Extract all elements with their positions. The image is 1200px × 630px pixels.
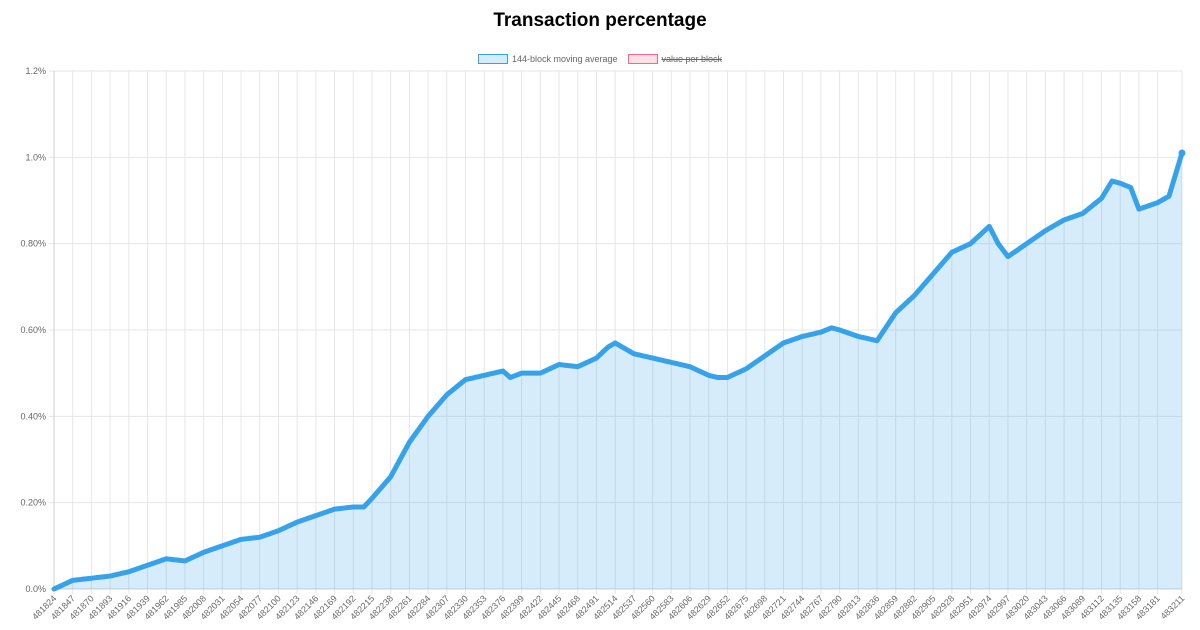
x-tick-label: 483211 (1159, 593, 1187, 621)
y-tick-label: 0.80% (20, 239, 46, 249)
legend: 144-block moving average value per block (0, 54, 1200, 64)
series-line-moving-average (51, 150, 1185, 592)
y-tick-label: 0.40% (20, 411, 46, 421)
y-tick-label: 0.60% (20, 325, 46, 335)
chart-title: Transaction percentage (493, 10, 707, 31)
legend-item-value-per-block[interactable]: value per block (627, 54, 723, 64)
y-tick-label: 0.0% (25, 584, 46, 594)
y-tick-label: 1.2% (25, 66, 46, 76)
legend-label: 144-block moving average (511, 54, 618, 64)
series-area-fill (54, 153, 1182, 589)
legend-swatch-blue (477, 54, 508, 64)
legend-label: value per block (661, 54, 723, 64)
y-tick-label: 1.0% (25, 152, 46, 162)
legend-item-moving-average[interactable]: 144-block moving average (477, 54, 618, 64)
y-tick-label: 0.20% (20, 498, 46, 508)
legend-swatch-red (627, 54, 658, 64)
series-end-point (1178, 149, 1186, 157)
